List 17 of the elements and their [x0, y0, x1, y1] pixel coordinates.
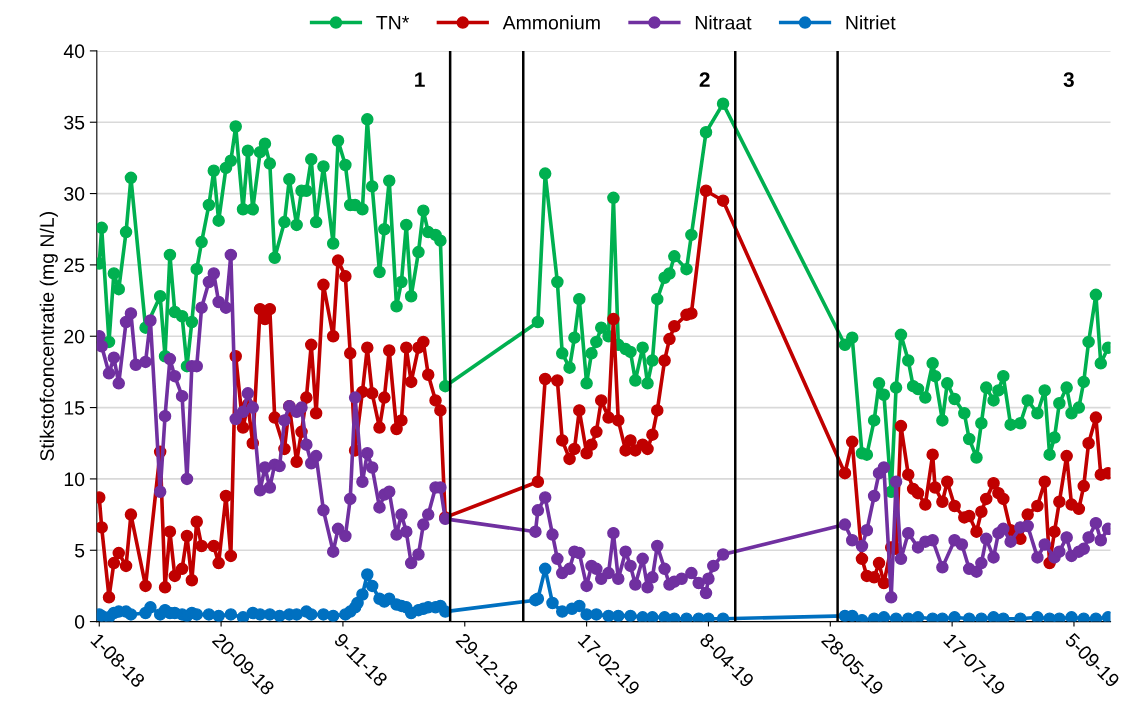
y-tick-label: 15: [64, 401, 85, 415]
legend-label: Ammonium: [502, 15, 600, 30]
y-tick-label: 5: [74, 543, 85, 558]
annotation: 2: [699, 72, 710, 87]
y-tick-label: 10: [64, 472, 85, 487]
y-tick-label: 35: [64, 115, 85, 130]
y-axis-title: Stikstofconcentratie (mg N/L): [39, 212, 58, 461]
legend-label: TN*: [376, 15, 410, 30]
y-tick-label: 0: [74, 615, 85, 629]
legend-label: Nitraat: [695, 15, 752, 30]
legend-label: Nitriet: [846, 15, 896, 30]
y-tick-label: 20: [64, 329, 85, 344]
y-tick-label: 25: [64, 258, 85, 273]
annotation: 1: [415, 72, 425, 87]
annotation: 3: [1063, 72, 1074, 88]
y-tick-label: 40: [63, 44, 85, 59]
y-tick-label: 30: [64, 187, 85, 201]
